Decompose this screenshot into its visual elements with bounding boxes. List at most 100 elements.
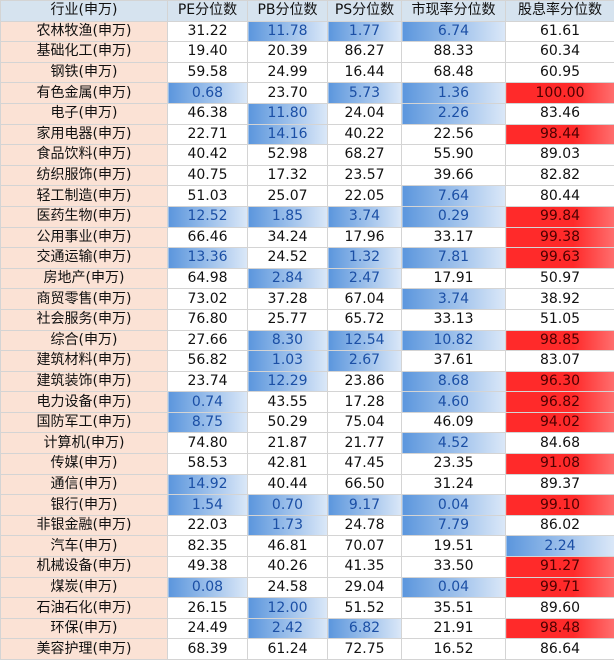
- cell-pcf-percentile[interactable]: 3.74: [401, 288, 506, 310]
- cell-industry[interactable]: 社会服务(申万): [0, 308, 168, 331]
- cell-dividend-yield-percentile[interactable]: 99.63: [505, 247, 614, 269]
- cell-pe-percentile[interactable]: 24.49: [167, 617, 248, 640]
- cell-industry[interactable]: 医药生物(申万): [0, 205, 168, 228]
- cell-pb-percentile[interactable]: 1.73: [247, 514, 328, 537]
- cell-ps-percentile[interactable]: 51.52: [327, 597, 402, 619]
- cell-industry[interactable]: 有色金属(申万): [0, 82, 168, 104]
- cell-pcf-percentile[interactable]: 17.91: [401, 267, 506, 290]
- cell-ps-percentile[interactable]: 9.17: [327, 494, 402, 516]
- cell-dividend-yield-percentile[interactable]: 80.44: [505, 185, 614, 207]
- cell-pb-percentile[interactable]: 34.24: [247, 226, 328, 249]
- cell-dividend-yield-percentile[interactable]: 83.46: [505, 102, 614, 125]
- cell-industry[interactable]: 农林牧渔(申万): [0, 20, 168, 43]
- cell-dividend-yield-percentile[interactable]: 91.27: [505, 556, 614, 578]
- cell-dividend-yield-percentile[interactable]: 91.08: [505, 453, 614, 475]
- cell-pcf-percentile[interactable]: 4.52: [401, 432, 506, 455]
- cell-pcf-percentile[interactable]: 7.79: [401, 514, 506, 537]
- cell-industry[interactable]: 综合(申万): [0, 329, 168, 352]
- cell-pcf-percentile[interactable]: 4.60: [401, 391, 506, 413]
- cell-pcf-percentile[interactable]: 1.36: [401, 82, 506, 104]
- cell-industry[interactable]: 国防军工(申万): [0, 411, 168, 434]
- cell-pcf-percentile[interactable]: 7.64: [401, 185, 506, 207]
- cell-dividend-yield-percentile[interactable]: 60.95: [505, 61, 614, 84]
- cell-dividend-yield-percentile[interactable]: 96.82: [505, 391, 614, 413]
- cell-pcf-percentile[interactable]: 8.68: [401, 370, 506, 393]
- cell-pb-percentile[interactable]: 24.99: [247, 61, 328, 84]
- cell-pb-percentile[interactable]: 12.00: [247, 597, 328, 619]
- cell-pe-percentile[interactable]: 51.03: [167, 185, 248, 207]
- cell-pe-percentile[interactable]: 74.80: [167, 432, 248, 455]
- cell-industry[interactable]: 电子(申万): [0, 102, 168, 125]
- cell-pe-percentile[interactable]: 31.22: [167, 20, 248, 43]
- cell-pcf-percentile[interactable]: 37.61: [401, 350, 506, 372]
- cell-pe-percentile[interactable]: 66.46: [167, 226, 248, 249]
- cell-pb-percentile[interactable]: 43.55: [247, 391, 328, 413]
- cell-pb-percentile[interactable]: 0.70: [247, 494, 328, 516]
- cell-ps-percentile[interactable]: 67.04: [327, 288, 402, 310]
- cell-ps-percentile[interactable]: 66.50: [327, 473, 402, 496]
- cell-ps-percentile[interactable]: 23.57: [327, 164, 402, 187]
- cell-dividend-yield-percentile[interactable]: 86.02: [505, 514, 614, 537]
- cell-ps-percentile[interactable]: 12.54: [327, 329, 402, 352]
- cell-pb-percentile[interactable]: 52.98: [247, 144, 328, 166]
- cell-pe-percentile[interactable]: 22.71: [167, 123, 248, 146]
- cell-pcf-percentile[interactable]: 46.09: [401, 411, 506, 434]
- cell-pe-percentile[interactable]: 19.40: [167, 41, 248, 63]
- cell-ps-percentile[interactable]: 47.45: [327, 453, 402, 475]
- cell-dividend-yield-percentile[interactable]: 38.92: [505, 288, 614, 310]
- cell-ps-percentile[interactable]: 1.32: [327, 247, 402, 269]
- cell-ps-percentile[interactable]: 21.77: [327, 432, 402, 455]
- cell-ps-percentile[interactable]: 3.74: [327, 205, 402, 228]
- cell-pcf-percentile[interactable]: 21.91: [401, 617, 506, 640]
- cell-dividend-yield-percentile[interactable]: 98.48: [505, 617, 614, 640]
- cell-pe-percentile[interactable]: 76.80: [167, 308, 248, 331]
- cell-pe-percentile[interactable]: 0.74: [167, 391, 248, 413]
- cell-pe-percentile[interactable]: 22.03: [167, 514, 248, 537]
- cell-pcf-percentile[interactable]: 31.24: [401, 473, 506, 496]
- cell-ps-percentile[interactable]: 75.04: [327, 411, 402, 434]
- cell-pe-percentile[interactable]: 40.75: [167, 164, 248, 187]
- cell-pb-percentile[interactable]: 20.39: [247, 41, 328, 63]
- cell-pe-percentile[interactable]: 0.08: [167, 576, 248, 599]
- cell-pe-percentile[interactable]: 59.58: [167, 61, 248, 84]
- cell-pcf-percentile[interactable]: 23.35: [401, 453, 506, 475]
- cell-industry[interactable]: 建筑材料(申万): [0, 350, 168, 372]
- cell-ps-percentile[interactable]: 41.35: [327, 556, 402, 578]
- cell-pb-percentile[interactable]: 40.44: [247, 473, 328, 496]
- cell-industry[interactable]: 传媒(申万): [0, 453, 168, 475]
- cell-industry[interactable]: 钢铁(申万): [0, 61, 168, 84]
- cell-industry[interactable]: 汽车(申万): [0, 535, 168, 558]
- cell-pb-percentile[interactable]: 11.80: [247, 102, 328, 125]
- cell-industry[interactable]: 商贸零售(申万): [0, 288, 168, 310]
- cell-pcf-percentile[interactable]: 0.04: [401, 576, 506, 599]
- cell-ps-percentile[interactable]: 68.27: [327, 144, 402, 166]
- cell-pcf-percentile[interactable]: 10.82: [401, 329, 506, 352]
- cell-dividend-yield-percentile[interactable]: 98.44: [505, 123, 614, 146]
- cell-industry[interactable]: 石油石化(申万): [0, 597, 168, 619]
- cell-dividend-yield-percentile[interactable]: 50.97: [505, 267, 614, 290]
- cell-pcf-percentile[interactable]: 19.51: [401, 535, 506, 558]
- cell-ps-percentile[interactable]: 22.05: [327, 185, 402, 207]
- cell-pe-percentile[interactable]: 27.66: [167, 329, 248, 352]
- cell-dividend-yield-percentile[interactable]: 89.37: [505, 473, 614, 496]
- cell-pb-percentile[interactable]: 24.58: [247, 576, 328, 599]
- cell-pcf-percentile[interactable]: 55.90: [401, 144, 506, 166]
- cell-industry[interactable]: 银行(申万): [0, 494, 168, 516]
- cell-pcf-percentile[interactable]: 39.66: [401, 164, 506, 187]
- cell-industry[interactable]: 环保(申万): [0, 617, 168, 640]
- cell-industry[interactable]: 基础化工(申万): [0, 41, 168, 63]
- header-ps-percentile[interactable]: PS分位数: [327, 0, 402, 22]
- cell-pb-percentile[interactable]: 24.52: [247, 247, 328, 269]
- cell-ps-percentile[interactable]: 24.04: [327, 102, 402, 125]
- cell-pcf-percentile[interactable]: 22.56: [401, 123, 506, 146]
- cell-pb-percentile[interactable]: 37.28: [247, 288, 328, 310]
- cell-ps-percentile[interactable]: 17.28: [327, 391, 402, 413]
- cell-pe-percentile[interactable]: 64.98: [167, 267, 248, 290]
- cell-pb-percentile[interactable]: 14.16: [247, 123, 328, 146]
- cell-pb-percentile[interactable]: 50.29: [247, 411, 328, 434]
- cell-pe-percentile[interactable]: 14.92: [167, 473, 248, 496]
- cell-dividend-yield-percentile[interactable]: 98.85: [505, 329, 614, 352]
- cell-pe-percentile[interactable]: 73.02: [167, 288, 248, 310]
- cell-industry[interactable]: 房地产(申万): [0, 267, 168, 290]
- cell-pcf-percentile[interactable]: 35.51: [401, 597, 506, 619]
